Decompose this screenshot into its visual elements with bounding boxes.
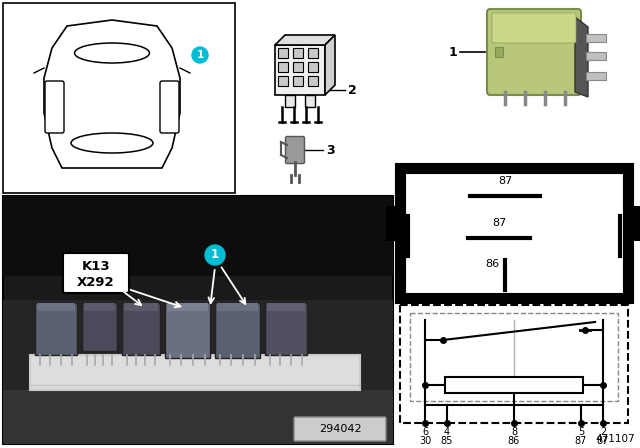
Bar <box>275 45 325 95</box>
Bar <box>308 76 318 86</box>
Text: 2: 2 <box>600 427 606 437</box>
Bar <box>400 168 628 298</box>
Bar <box>3 196 393 276</box>
FancyBboxPatch shape <box>285 137 305 164</box>
Bar <box>308 48 318 58</box>
Text: 87: 87 <box>492 218 506 228</box>
Text: 471107: 471107 <box>595 434 635 444</box>
FancyBboxPatch shape <box>294 417 386 441</box>
Bar <box>586 52 606 60</box>
Bar <box>308 62 318 72</box>
Text: 30: 30 <box>389 213 403 223</box>
Text: 87: 87 <box>597 436 609 446</box>
Circle shape <box>192 47 208 63</box>
Bar <box>293 48 303 58</box>
PathPatch shape <box>44 20 180 168</box>
Bar <box>278 48 288 58</box>
Text: 3: 3 <box>326 143 335 156</box>
Bar <box>37 303 75 311</box>
Bar <box>445 377 583 393</box>
Bar <box>82 303 117 351</box>
Bar <box>215 303 260 358</box>
Bar <box>285 95 295 107</box>
Circle shape <box>205 245 225 265</box>
Text: 87: 87 <box>498 176 512 186</box>
Text: 2: 2 <box>348 83 356 96</box>
Bar <box>410 313 618 401</box>
Bar <box>124 303 158 311</box>
Bar <box>586 34 606 42</box>
Polygon shape <box>575 17 588 97</box>
Text: X292: X292 <box>77 276 115 289</box>
Text: 85: 85 <box>625 213 639 223</box>
Text: K13: K13 <box>82 260 110 273</box>
Polygon shape <box>325 35 335 95</box>
Bar <box>84 303 115 311</box>
Bar <box>3 196 393 444</box>
Bar <box>396 203 404 243</box>
Text: 87: 87 <box>575 436 587 446</box>
Text: 294042: 294042 <box>319 424 362 434</box>
Bar <box>267 303 305 311</box>
Bar <box>400 305 628 423</box>
Bar <box>278 62 288 72</box>
FancyBboxPatch shape <box>160 81 179 133</box>
Text: 1: 1 <box>211 249 219 262</box>
Bar <box>586 72 606 80</box>
Text: 6: 6 <box>422 427 428 437</box>
Text: 1: 1 <box>196 50 204 60</box>
Bar <box>165 303 210 358</box>
Bar <box>386 206 402 241</box>
Text: 5: 5 <box>578 427 584 437</box>
Bar <box>626 206 640 241</box>
Ellipse shape <box>74 43 150 63</box>
FancyBboxPatch shape <box>45 81 64 133</box>
Bar <box>278 76 288 86</box>
Bar <box>3 390 393 444</box>
Bar <box>122 303 160 355</box>
Bar <box>495 47 503 57</box>
Bar <box>167 303 208 311</box>
Text: 86: 86 <box>485 259 499 269</box>
Bar <box>3 300 393 400</box>
Bar <box>30 355 360 390</box>
Ellipse shape <box>71 133 153 153</box>
Text: 8: 8 <box>511 427 517 437</box>
Bar <box>305 95 315 107</box>
Text: 1: 1 <box>448 46 457 59</box>
Text: 85: 85 <box>441 436 453 446</box>
Polygon shape <box>275 35 335 45</box>
Bar <box>293 76 303 86</box>
Text: 4: 4 <box>444 427 450 437</box>
Bar <box>217 303 258 311</box>
FancyBboxPatch shape <box>487 9 581 95</box>
FancyBboxPatch shape <box>492 13 576 43</box>
Text: 86: 86 <box>508 436 520 446</box>
Bar <box>293 62 303 72</box>
Text: 30: 30 <box>419 436 431 446</box>
Bar <box>265 303 307 355</box>
Bar <box>3 3 235 193</box>
FancyBboxPatch shape <box>63 253 129 293</box>
Bar <box>35 303 77 355</box>
